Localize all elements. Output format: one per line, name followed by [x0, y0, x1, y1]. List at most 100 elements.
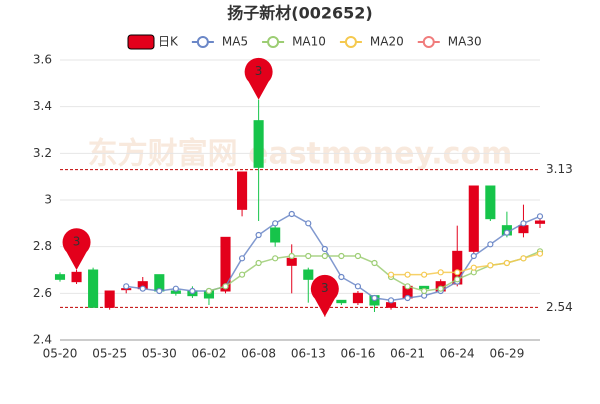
ma-point — [487, 241, 494, 248]
ma-line — [391, 252, 541, 276]
reference-label: 3.13 — [546, 162, 573, 176]
ma-point — [371, 259, 378, 267]
ma-point — [338, 252, 345, 260]
candle-body — [220, 236, 231, 292]
ma-point — [156, 287, 163, 295]
ma-point — [503, 259, 510, 267]
candle-body — [534, 220, 546, 224]
candle-body — [336, 299, 347, 304]
legend-marker — [196, 36, 209, 48]
reference-label: 2.54 — [546, 300, 573, 314]
pin-label: 3 — [255, 64, 263, 78]
y-tick-label: 3.6 — [33, 53, 52, 67]
watermark: 东方财富网 eastmoney.com — [88, 137, 513, 172]
ma-point — [305, 252, 312, 260]
ma-point — [437, 269, 444, 276]
candle-body — [518, 225, 529, 234]
ma-point — [305, 220, 312, 227]
legend-label: MA5 — [222, 35, 248, 49]
legend-marker — [267, 36, 280, 48]
ma-point — [404, 271, 411, 278]
ma-point — [470, 252, 477, 260]
x-tick-label: 06-13 — [291, 347, 326, 361]
ma-point — [354, 252, 362, 260]
legend-marker — [127, 34, 155, 50]
pin-label: 3 — [73, 235, 81, 249]
ma-point — [288, 210, 295, 218]
x-tick-label: 06-21 — [390, 347, 425, 361]
ma-point — [321, 252, 328, 260]
candle-body — [303, 269, 314, 280]
y-tick-label: 3.4 — [33, 99, 52, 113]
ma-point — [520, 255, 527, 262]
ma-point — [272, 255, 279, 262]
legend-label: MA30 — [448, 35, 482, 49]
candle-body — [352, 292, 363, 304]
pin-label: 3 — [321, 281, 329, 295]
ma-point — [123, 283, 130, 290]
ma-line — [208, 250, 541, 292]
x-tick-label: 05-25 — [92, 347, 127, 361]
pin — [62, 228, 91, 270]
ma-point — [520, 220, 527, 227]
y-tick-label: 3 — [44, 193, 52, 207]
candle-body — [104, 290, 115, 308]
ma-point — [338, 273, 345, 281]
y-tick-label: 2.6 — [33, 286, 52, 300]
ma-point — [238, 255, 246, 262]
legend-label: MA10 — [292, 35, 326, 49]
ma-point — [371, 294, 378, 302]
x-tick-label: 06-02 — [192, 347, 227, 361]
ma-point — [470, 264, 477, 271]
ma-point — [404, 283, 411, 290]
ma-point — [205, 287, 213, 295]
ma-point — [172, 285, 179, 292]
ma-point — [222, 283, 229, 290]
ma-point — [387, 297, 395, 304]
x-tick-label: 06-24 — [440, 347, 475, 361]
pin — [310, 274, 339, 317]
ma-point — [454, 276, 461, 283]
legend-label: 日K — [158, 35, 179, 49]
ma-point — [288, 252, 295, 260]
ma-point — [454, 269, 461, 276]
ma-point — [487, 262, 494, 269]
x-tick-label: 06-08 — [241, 347, 276, 361]
y-tick-label: 2.4 — [33, 333, 52, 347]
ma-point — [354, 283, 362, 290]
x-tick-label: 05-20 — [43, 347, 78, 361]
ma-point — [536, 213, 544, 220]
candle-body — [253, 120, 264, 168]
legend-label: MA20 — [370, 35, 404, 49]
ma-point — [437, 285, 444, 292]
x-tick-label: 06-16 — [340, 347, 375, 361]
ma-point — [503, 229, 510, 236]
ma-point — [139, 285, 146, 292]
ma-point — [255, 231, 262, 239]
candle-body — [237, 171, 248, 210]
legend-marker — [422, 36, 435, 48]
ma-point — [189, 287, 196, 295]
ma-point — [321, 245, 328, 253]
ma-point — [536, 250, 544, 257]
candle-body — [71, 271, 82, 283]
ma-point — [421, 287, 428, 295]
y-tick-label: 3.2 — [33, 146, 52, 160]
ma-point — [387, 271, 395, 278]
ma-point — [238, 271, 246, 278]
legend-marker — [344, 36, 357, 48]
candle-body — [88, 269, 99, 308]
chart-title: 扬子新材(002652) — [227, 4, 372, 23]
ma-point — [404, 294, 411, 302]
candle-body — [286, 257, 297, 266]
candle-body — [485, 185, 496, 220]
ma-point — [272, 220, 279, 227]
x-tick-label: 06-29 — [489, 347, 524, 361]
pin — [244, 57, 273, 100]
ma-point — [421, 271, 428, 278]
y-tick-label: 2.8 — [33, 239, 52, 253]
ma-point — [255, 259, 262, 267]
candle-body — [54, 274, 66, 280]
candle-body — [270, 227, 281, 243]
